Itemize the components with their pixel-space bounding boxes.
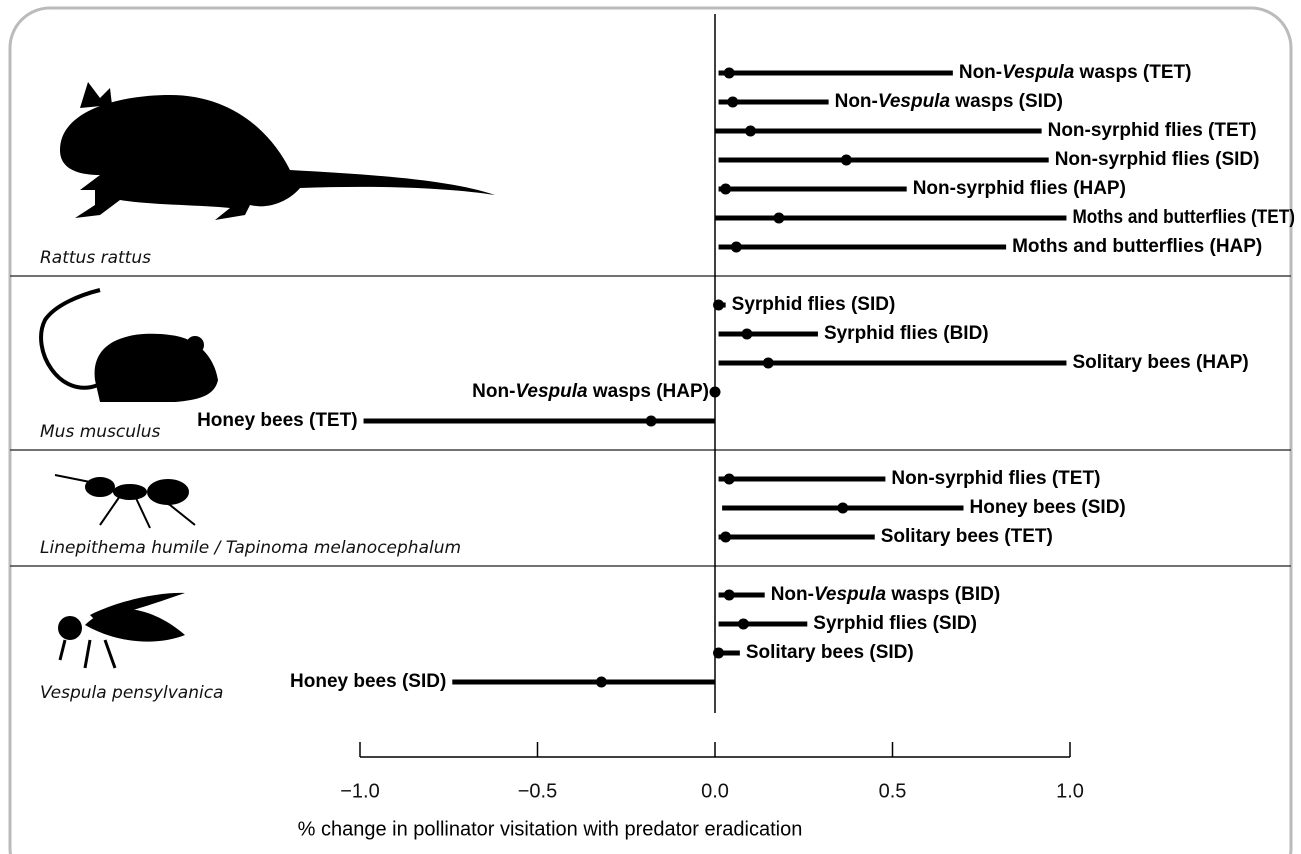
x-tick-label: 0.0 [701, 780, 729, 802]
row-label: Honey bees (TET) [197, 410, 357, 431]
row-label: Syrphid flies (SID) [732, 294, 896, 315]
row-label: Non-Vespula wasps (BID) [771, 584, 1000, 605]
x-axis-title: % change in pollinator visitation with p… [298, 818, 803, 840]
point-estimate [730, 241, 742, 253]
row-label: Honey bees (SID) [290, 671, 446, 692]
row-label: Non-syrphid flies (TET) [1048, 120, 1257, 141]
predator-name: Vespula pensylvanica [40, 683, 223, 703]
point-estimate [595, 676, 607, 688]
point-estimate [713, 299, 725, 311]
point-estimate [713, 647, 725, 659]
row-label: Non-syrphid flies (SID) [1055, 149, 1260, 170]
predator-name: Linepithema humile / Tapinoma melanoceph… [40, 538, 461, 558]
point-estimate [762, 357, 774, 369]
row-label: Solitary bees (TET) [881, 526, 1053, 547]
row-label: Non-Vespula wasps (HAP) [472, 381, 709, 402]
x-tick-label: 0.5 [879, 780, 907, 802]
predator-name: Mus musculus [40, 422, 161, 442]
row-label: Non-Vespula wasps (SID) [835, 91, 1063, 112]
row-label: Honey bees (SID) [970, 497, 1126, 518]
row-label: Non-Vespula wasps (TET) [959, 62, 1192, 83]
row-label: Moths and butterflies (TET) [1072, 207, 1295, 228]
point-estimate [737, 618, 749, 630]
wasp-silhouette [58, 592, 185, 669]
point-estimate [837, 502, 849, 514]
point-estimate [745, 125, 756, 137]
point-estimate [723, 589, 735, 601]
point-estimate [720, 531, 732, 543]
point-estimate [720, 183, 732, 195]
row-label: Non-syrphid flies (TET) [891, 468, 1100, 489]
rat-silhouette [60, 82, 495, 220]
point-estimate [840, 154, 852, 166]
x-tick-label: 1.0 [1056, 780, 1084, 802]
row-label: Non-syrphid flies (HAP) [913, 178, 1126, 199]
ant-silhouette [54, 474, 196, 529]
predator-name: Rattus rattus [40, 248, 151, 268]
row-label: Syrphid flies (SID) [813, 613, 977, 634]
row-label: Solitary bees (HAP) [1072, 352, 1248, 373]
row-label: Solitary bees (SID) [746, 642, 914, 663]
x-tick-label: −1.0 [340, 780, 379, 802]
row-label: Syrphid flies (BID) [824, 323, 989, 344]
point-estimate [773, 212, 785, 224]
x-tick-label: −0.5 [518, 780, 557, 802]
point-estimate [723, 67, 735, 79]
point-estimate [727, 96, 739, 108]
mouse-silhouette [39, 288, 218, 402]
point-estimate [645, 415, 657, 427]
point-estimate [741, 328, 753, 340]
row-label: Moths and butterflies (HAP) [1012, 236, 1262, 257]
point-estimate [723, 473, 735, 485]
